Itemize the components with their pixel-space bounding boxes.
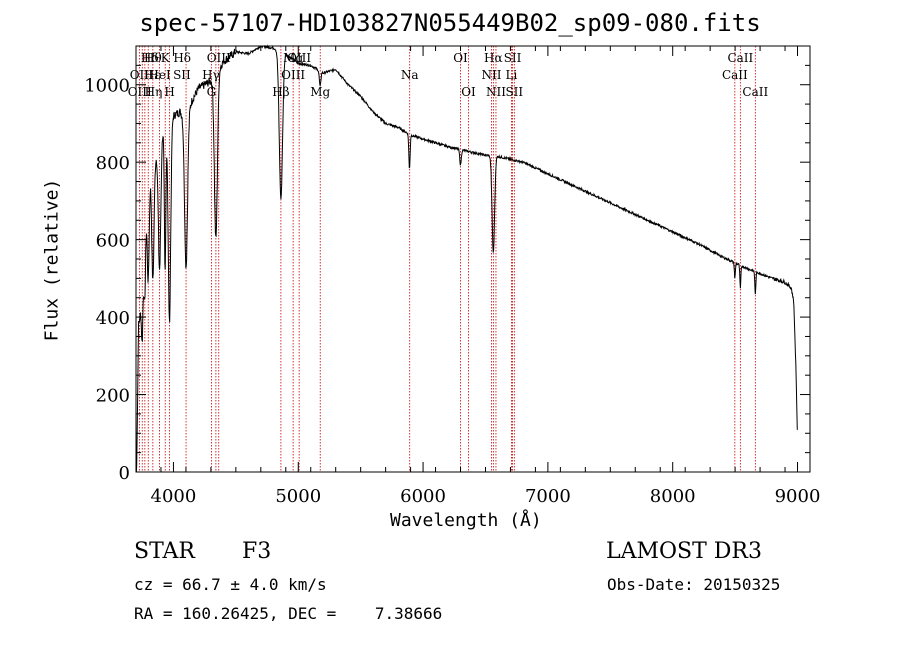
line-label: SII: [173, 68, 191, 82]
line-label: HeI: [148, 68, 171, 82]
line-label: Mg: [310, 85, 330, 99]
line-label: OIII: [281, 68, 305, 82]
line-label: OI: [453, 51, 468, 65]
line-label: OIII: [207, 51, 231, 65]
line-label: Hδ: [173, 51, 191, 65]
y-tick-label: 0: [119, 463, 130, 484]
x-tick-label: 5000: [275, 486, 321, 507]
object-class: STAR: [134, 539, 195, 564]
line-label: CaII: [742, 85, 768, 99]
line-labels: Hδ OII OIII Hθ Hε Hη K HeI H Hδ SII OIII Hγ G Hβ Mg OIII…: [128, 51, 769, 99]
y-tick-label: 800: [96, 153, 130, 174]
observation-date: Obs-Date: 20150325: [607, 575, 781, 594]
survey-name: LAMOST DR3: [606, 539, 762, 564]
plot-frame: [135, 45, 811, 473]
x-tick-label: 9000: [775, 486, 821, 507]
coordinates: RA = 160.26425, DEC = 7.38666: [134, 604, 443, 623]
line-label: Hδ: [141, 51, 159, 65]
x-tick-label: 8000: [650, 486, 696, 507]
line-label: Hγ: [202, 68, 220, 82]
line-markers: [138, 46, 756, 472]
line-label: NII: [486, 85, 506, 99]
y-tick-label: 400: [96, 308, 130, 329]
axis-ticks: 4000 5000 6000 7000 8000 9000 0 200 400 600 800 100…: [84, 45, 821, 507]
line-label: SII: [505, 85, 523, 99]
line-label: Hη: [145, 85, 163, 99]
line-label: Hβ: [272, 85, 289, 99]
line-label: CaII: [727, 51, 753, 65]
line-label: SII: [504, 51, 522, 65]
y-axis-label: Flux (relative): [41, 178, 63, 342]
line-label: CaII: [722, 68, 748, 82]
line-label: OIII: [128, 85, 152, 99]
line-label: Li: [506, 68, 518, 82]
line-label: OIII: [287, 51, 311, 65]
chart-title: spec-57107-HD103827N055449B02_sp09-080.f…: [139, 9, 761, 37]
line-label: NII: [481, 68, 501, 82]
redshift-cz: cz = 66.7 ± 4.0 km/s: [134, 575, 327, 594]
spectrum-line: [135, 44, 798, 473]
line-label: Hε: [144, 68, 161, 82]
y-tick-label: 1000: [84, 76, 130, 97]
line-label: Hα: [484, 51, 503, 65]
object-subclass: F3: [242, 539, 272, 564]
line-label: OI: [461, 85, 476, 99]
y-tick-label: 200: [96, 386, 130, 407]
x-tick-label: 4000: [151, 486, 197, 507]
x-tick-label: 7000: [525, 486, 571, 507]
y-tick-label: 600: [96, 231, 130, 252]
x-axis-label: Wavelength (Å): [390, 510, 542, 531]
line-label: OII: [130, 68, 150, 82]
line-label: H: [164, 85, 174, 99]
line-label: Na: [401, 68, 419, 82]
x-tick-label: 6000: [400, 486, 446, 507]
line-label: Hθ: [144, 51, 162, 65]
line-label: G: [207, 85, 217, 99]
line-label: K: [161, 51, 171, 65]
